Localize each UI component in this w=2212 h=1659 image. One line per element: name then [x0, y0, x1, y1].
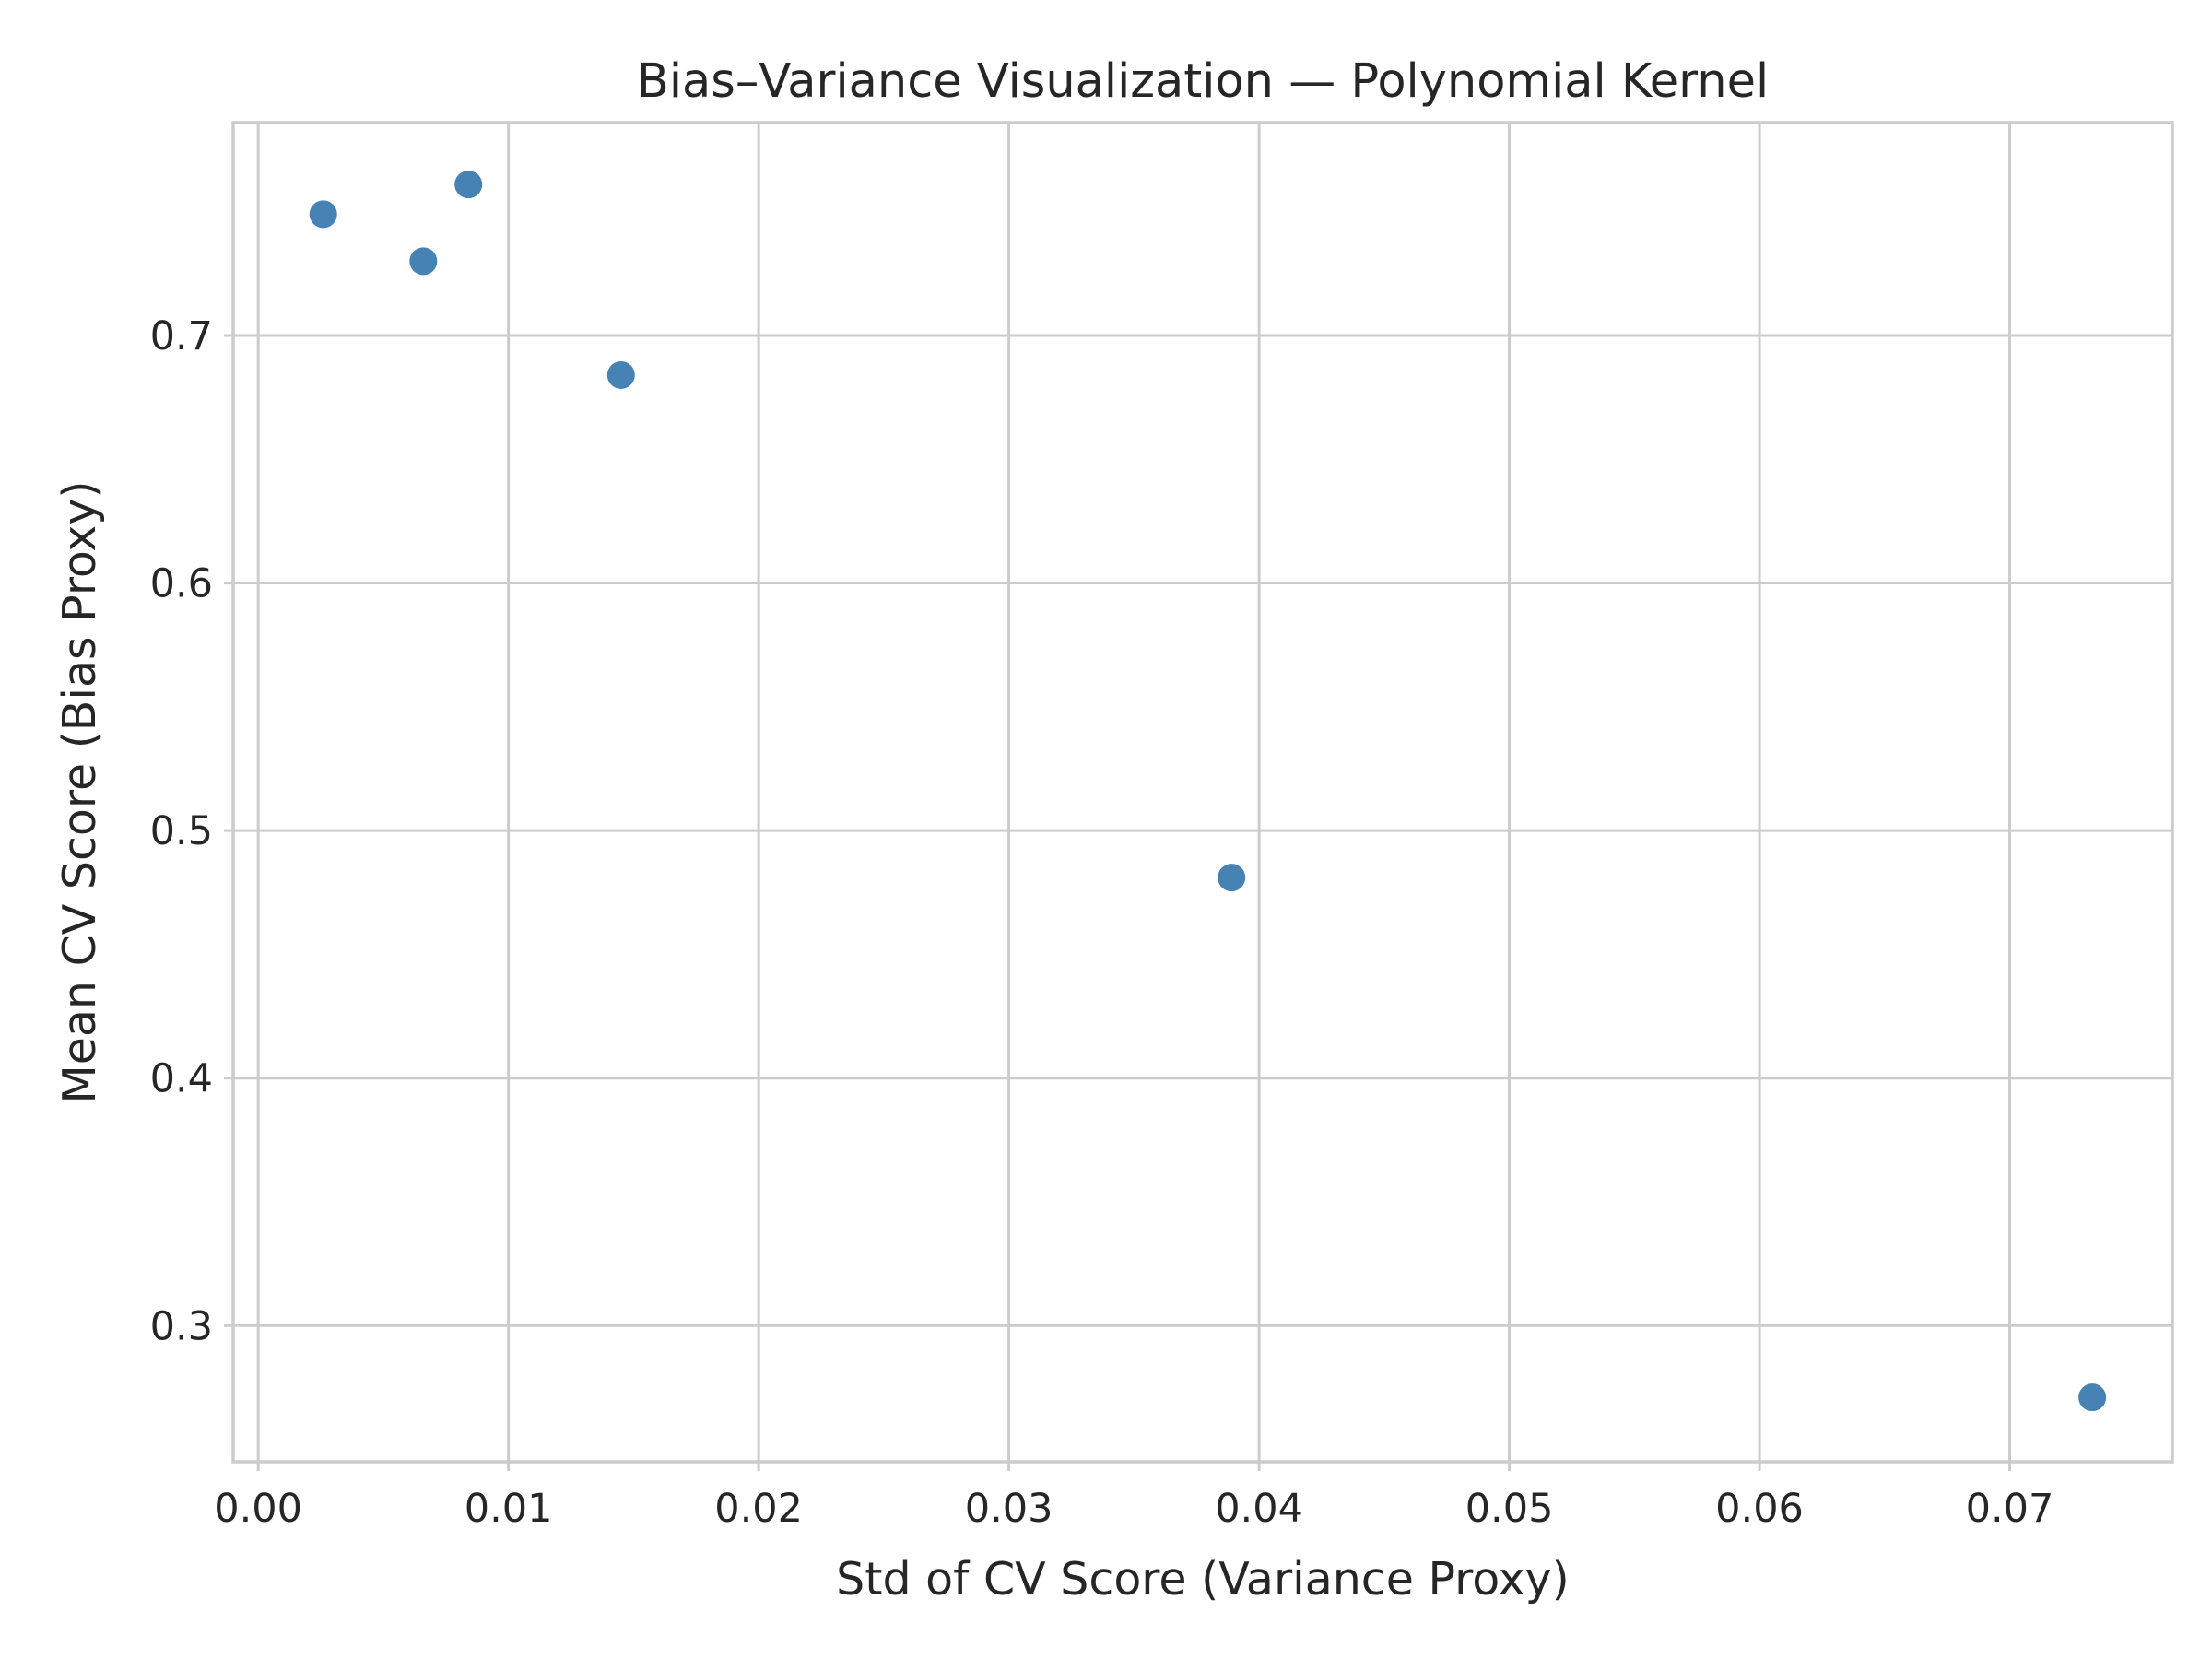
- chart-title: Bias–Variance Visualization — Polynomial…: [637, 54, 1769, 109]
- x-tick-label: 0.06: [1715, 1486, 1804, 1532]
- y-tick-label: 0.5: [150, 808, 213, 854]
- x-tick-label: 0.04: [1215, 1486, 1303, 1532]
- x-tick-label: 0.03: [965, 1486, 1053, 1532]
- data-point: [606, 360, 635, 389]
- data-point: [2078, 1383, 2107, 1412]
- data-point: [454, 171, 483, 199]
- x-tick-label: 0.02: [714, 1486, 803, 1532]
- grid-lines: [233, 123, 2172, 1462]
- y-tick-label: 0.6: [150, 561, 213, 607]
- x-tick-label: 0.01: [465, 1486, 553, 1532]
- data-points: [309, 171, 2107, 1412]
- plot-frame: [231, 121, 2174, 1464]
- y-tick-label: 0.3: [150, 1303, 213, 1349]
- y-tick-label: 0.7: [150, 313, 213, 359]
- data-point: [1218, 864, 1246, 892]
- x-axis-label: Std of CV Score (Variance Proxy): [836, 1553, 1570, 1606]
- y-axis-label: Mean CV Score (Bias Proxy): [53, 480, 106, 1103]
- x-tick-label: 0.00: [214, 1486, 302, 1532]
- x-tick-label: 0.05: [1465, 1486, 1554, 1532]
- data-point: [309, 200, 337, 229]
- x-tick-label: 0.07: [1966, 1486, 2054, 1532]
- data-point: [409, 247, 438, 276]
- y-tick-label: 0.4: [150, 1056, 213, 1102]
- axis-ticks: 0.00 0.01 0.02 0.03 0.04 0.05 0.06 0.07 0.3 0.4 0.…: [150, 313, 2054, 1532]
